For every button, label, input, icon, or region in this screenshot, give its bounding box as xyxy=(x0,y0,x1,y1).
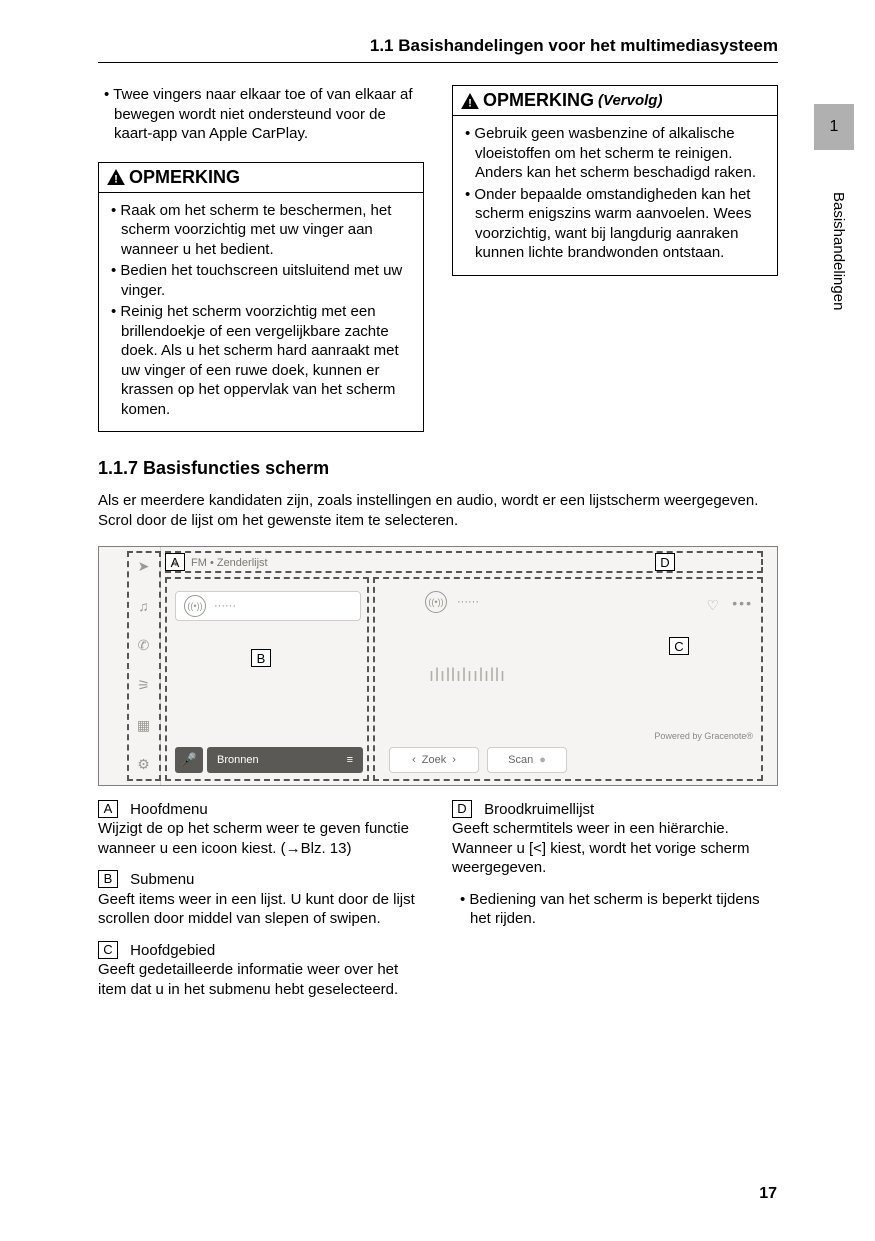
notice1-item: Raak om het scherm te beschermen, het sc… xyxy=(109,201,413,260)
notice-title-1: OPMERKING xyxy=(129,167,240,188)
legend-label-d: D xyxy=(452,800,472,818)
callout-d: D xyxy=(655,553,675,571)
legend-item-c: C Hoofdgebied Geeft gedetailleerde infor… xyxy=(98,941,424,1000)
running-header: 1.1 Basishandelingen voor het multimedia… xyxy=(98,36,778,63)
zoek-button: ‹ Zoek › xyxy=(389,747,479,773)
dash-region-a xyxy=(127,551,161,781)
scan-dot-icon: ● xyxy=(539,754,546,766)
waveform-icon: ılıllılıılıllı xyxy=(429,665,506,686)
notice2-item: Onder bepaalde omstandigheden kan het sc… xyxy=(463,185,767,263)
powered-by-label: Powered by Gracenote® xyxy=(654,731,753,741)
zoek-label: Zoek xyxy=(422,754,446,766)
svg-text:!: ! xyxy=(468,97,472,109)
section-title: 1.1.7 Basisfuncties scherm xyxy=(98,458,778,479)
scan-button: Scan ● xyxy=(487,747,567,773)
notice1-item: Bedien het touchscreen uitsluitend met u… xyxy=(109,261,413,300)
warning-icon: ! xyxy=(461,93,479,109)
figure-breadcrumb: FM • Zenderlijst xyxy=(191,557,268,569)
notice-box-1: ! OPMERKING Raak om het scherm te besche… xyxy=(98,162,424,433)
legend-label-a: A xyxy=(98,800,118,818)
intro-bullet: Twee vingers naar elkaar toe of van elka… xyxy=(98,85,424,144)
menu-icon: ≡ xyxy=(347,754,353,766)
legend-note: Bediening van het scherm is beperkt tijd… xyxy=(452,890,778,929)
notice-title-2: OPMERKING xyxy=(483,90,594,111)
notice-header-2: ! OPMERKING (Vervolg) xyxy=(453,86,777,116)
warning-icon: ! xyxy=(107,169,125,185)
legend-desc-a: Wijzigt de op het scherm weer te geven f… xyxy=(98,819,424,858)
callout-c: C xyxy=(669,637,689,655)
legend-item-d: D Broodkruimellijst Geeft schermtitels w… xyxy=(452,800,778,878)
figure-list-item: ((•)) ······ xyxy=(175,591,361,621)
notice-header-1: ! OPMERKING xyxy=(99,163,423,193)
legend-desc-d: Geeft schermtitels weer in een hiërarchi… xyxy=(452,819,778,878)
legend-item-b: B Submenu Geeft items weer in een lijst.… xyxy=(98,870,424,929)
scan-label: Scan xyxy=(508,754,533,766)
legend-item-a: A Hoofdmenu Wijzigt de op het scherm wee… xyxy=(98,800,424,859)
section-intro: Als er meerdere kandidaten zijn, zoals i… xyxy=(98,491,778,532)
legend-title-d: Broodkruimellijst xyxy=(484,801,594,818)
legend-label-b: B xyxy=(98,870,118,888)
notice2-item: Gebruik geen wasbenzine of alkalische vl… xyxy=(463,124,767,183)
breadcrumb-back-icon: ‹ xyxy=(173,555,177,570)
legend-desc-b: Geeft items weer in een lijst. U kunt do… xyxy=(98,890,424,929)
bronnen-label: Bronnen xyxy=(217,754,259,766)
svg-text:!: ! xyxy=(114,173,118,185)
notice1-item: Reinig het scherm voorzichtig met een br… xyxy=(109,302,413,419)
mic-button: 🎤 xyxy=(175,747,203,773)
more-icon: ••• xyxy=(732,595,753,611)
side-chapter-label: Basishandelingen xyxy=(830,192,847,310)
radio-icon: ((•)) xyxy=(425,591,447,613)
side-chapter-tab: 1 xyxy=(814,104,854,150)
bronnen-button: Bronnen ≡ xyxy=(207,747,363,773)
legend-title-b: Submenu xyxy=(130,871,194,888)
chevron-right-icon: › xyxy=(452,754,456,766)
notice-cont: (Vervolg) xyxy=(598,92,662,109)
main-header-text: ······ xyxy=(457,596,479,608)
legend-desc-c: Geeft gedetailleerde informatie weer ove… xyxy=(98,960,424,999)
page-number: 17 xyxy=(759,1185,777,1203)
figure-main-header: ((•)) ······ xyxy=(425,591,479,613)
list-item-text: ······ xyxy=(214,600,236,612)
radio-icon: ((•)) xyxy=(184,595,206,617)
heart-icon: ♡ xyxy=(706,597,719,614)
callout-b: B xyxy=(251,649,271,667)
chevron-left-icon: ‹ xyxy=(412,754,416,766)
legend-title-a: Hoofdmenu xyxy=(130,801,208,818)
notice-box-2: ! OPMERKING (Vervolg) Gebruik geen wasbe… xyxy=(452,85,778,276)
legend-title-c: Hoofdgebied xyxy=(130,942,215,959)
screen-figure: ➤ ♫ ✆ ⚞ ▦ ⚙ A B C D ‹ FM • Zenderlijst (… xyxy=(98,546,778,786)
legend-label-c: C xyxy=(98,941,118,959)
